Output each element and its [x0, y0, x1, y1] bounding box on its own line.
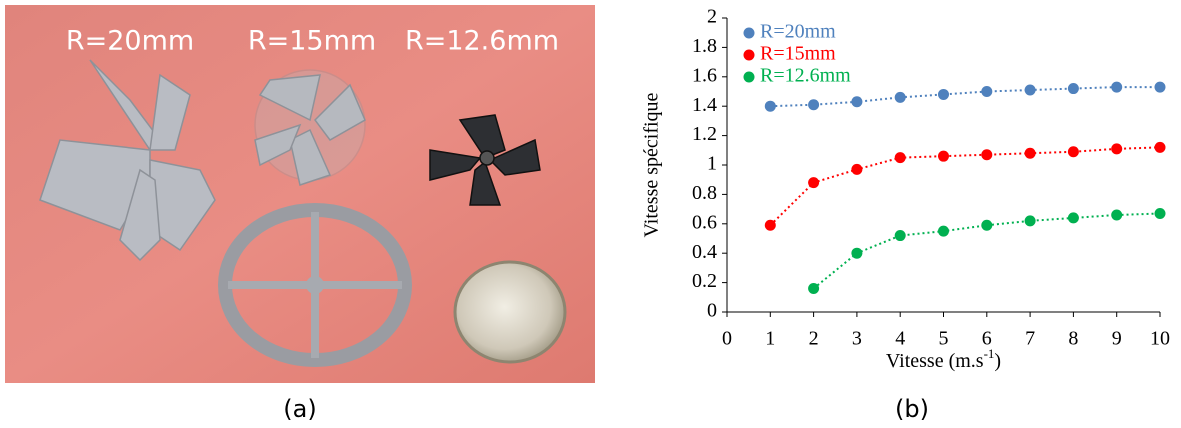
- x-tick-label: 1: [765, 328, 775, 350]
- x-tick-label: 5: [939, 328, 949, 350]
- data-point: [1111, 209, 1123, 221]
- data-point: [1111, 81, 1123, 93]
- legend-marker: [743, 27, 755, 39]
- x-axis-label: Vitesse (m.s-1): [886, 346, 1001, 372]
- x-tick-label: 2: [809, 328, 819, 350]
- x-tick-label: 3: [852, 328, 862, 350]
- data-point: [764, 219, 776, 231]
- x-tick-label: 7: [1025, 328, 1035, 350]
- propeller-large: [39, 59, 216, 262]
- data-point: [1154, 208, 1166, 220]
- data-point: [894, 230, 906, 242]
- photo-label: R=20mm: [66, 26, 194, 57]
- trend-line: [769, 146, 1161, 226]
- legend-label: R=15mm: [760, 43, 836, 65]
- y-tick-label: 0.4: [692, 241, 717, 263]
- x-axis-label-part: ): [994, 350, 1001, 372]
- data-point: [764, 100, 776, 112]
- data-point: [1067, 212, 1079, 224]
- data-point: [894, 152, 906, 164]
- data-point: [1024, 215, 1036, 227]
- x-axis-label-part: -1: [984, 346, 995, 361]
- coin: [453, 260, 567, 364]
- y-tick-label: 0.8: [692, 182, 717, 204]
- y-tick-label: 1.8: [692, 35, 717, 57]
- y-tick-label: 0.6: [692, 211, 717, 233]
- y-tick-label: 0.2: [692, 270, 717, 292]
- legend-marker: [743, 49, 755, 61]
- propeller-medium: [254, 69, 366, 186]
- trend-line: [770, 86, 1160, 108]
- y-tick-label: 0: [707, 300, 717, 322]
- data-point: [1154, 141, 1166, 153]
- data-point: [1154, 81, 1166, 93]
- x-tick-label: 0: [722, 328, 732, 350]
- data-point: [938, 225, 949, 237]
- data-point: [938, 150, 949, 162]
- data-point: [851, 96, 863, 108]
- data-point: [894, 91, 906, 103]
- y-tick-label: 2: [707, 6, 717, 28]
- x-axis-label-part: Vitesse (m.s: [886, 350, 984, 372]
- legend-label: R=12.6mm: [760, 65, 851, 87]
- photo: R=20mm R=15mm R=12.6mm: [5, 5, 595, 383]
- propeller-small: [429, 114, 541, 206]
- data-point: [808, 282, 820, 294]
- x-tick-label: 4: [895, 328, 905, 350]
- data-point: [1067, 146, 1079, 158]
- y-tick-label: 1.2: [692, 123, 717, 145]
- caption: (b): [895, 395, 929, 423]
- data-point: [851, 247, 863, 259]
- data-point: [981, 86, 993, 97]
- data-point: [1067, 83, 1079, 95]
- data-point: [981, 219, 993, 231]
- x-tick-label: 10: [1150, 328, 1170, 350]
- x-tick-label: 8: [1068, 328, 1078, 350]
- legend-marker: [743, 71, 755, 83]
- caption: (a): [283, 395, 316, 423]
- data-point: [981, 149, 993, 161]
- data-point: [1024, 147, 1036, 159]
- data-point: [808, 99, 820, 111]
- data-point: [851, 163, 863, 175]
- x-tick-label: 6: [982, 328, 992, 350]
- y-tick-label: 1: [707, 153, 717, 175]
- data-point: [808, 177, 820, 189]
- ring: [218, 203, 412, 367]
- photo-label: R=15mm: [248, 26, 376, 57]
- photo-label: R=12.6mm: [405, 26, 559, 57]
- chart: 0 0.2 0.4 0.6 0.8 1 1.2 1.4 1.6 1.8 2 0 1 2 3 4 5 6 7 8 9 10 V…: [641, 6, 1170, 372]
- y-tick-label: 1.4: [692, 94, 717, 116]
- x-tick-label: 9: [1112, 328, 1122, 350]
- data-point: [938, 88, 949, 100]
- trend-line: [812, 212, 1161, 290]
- data-point: [1111, 143, 1123, 155]
- y-tick-label: 1.6: [692, 64, 717, 86]
- legend-label: R=20mm: [760, 21, 836, 43]
- data-point: [1024, 84, 1036, 96]
- y-axis-label: Vitesse spécifique: [641, 92, 663, 237]
